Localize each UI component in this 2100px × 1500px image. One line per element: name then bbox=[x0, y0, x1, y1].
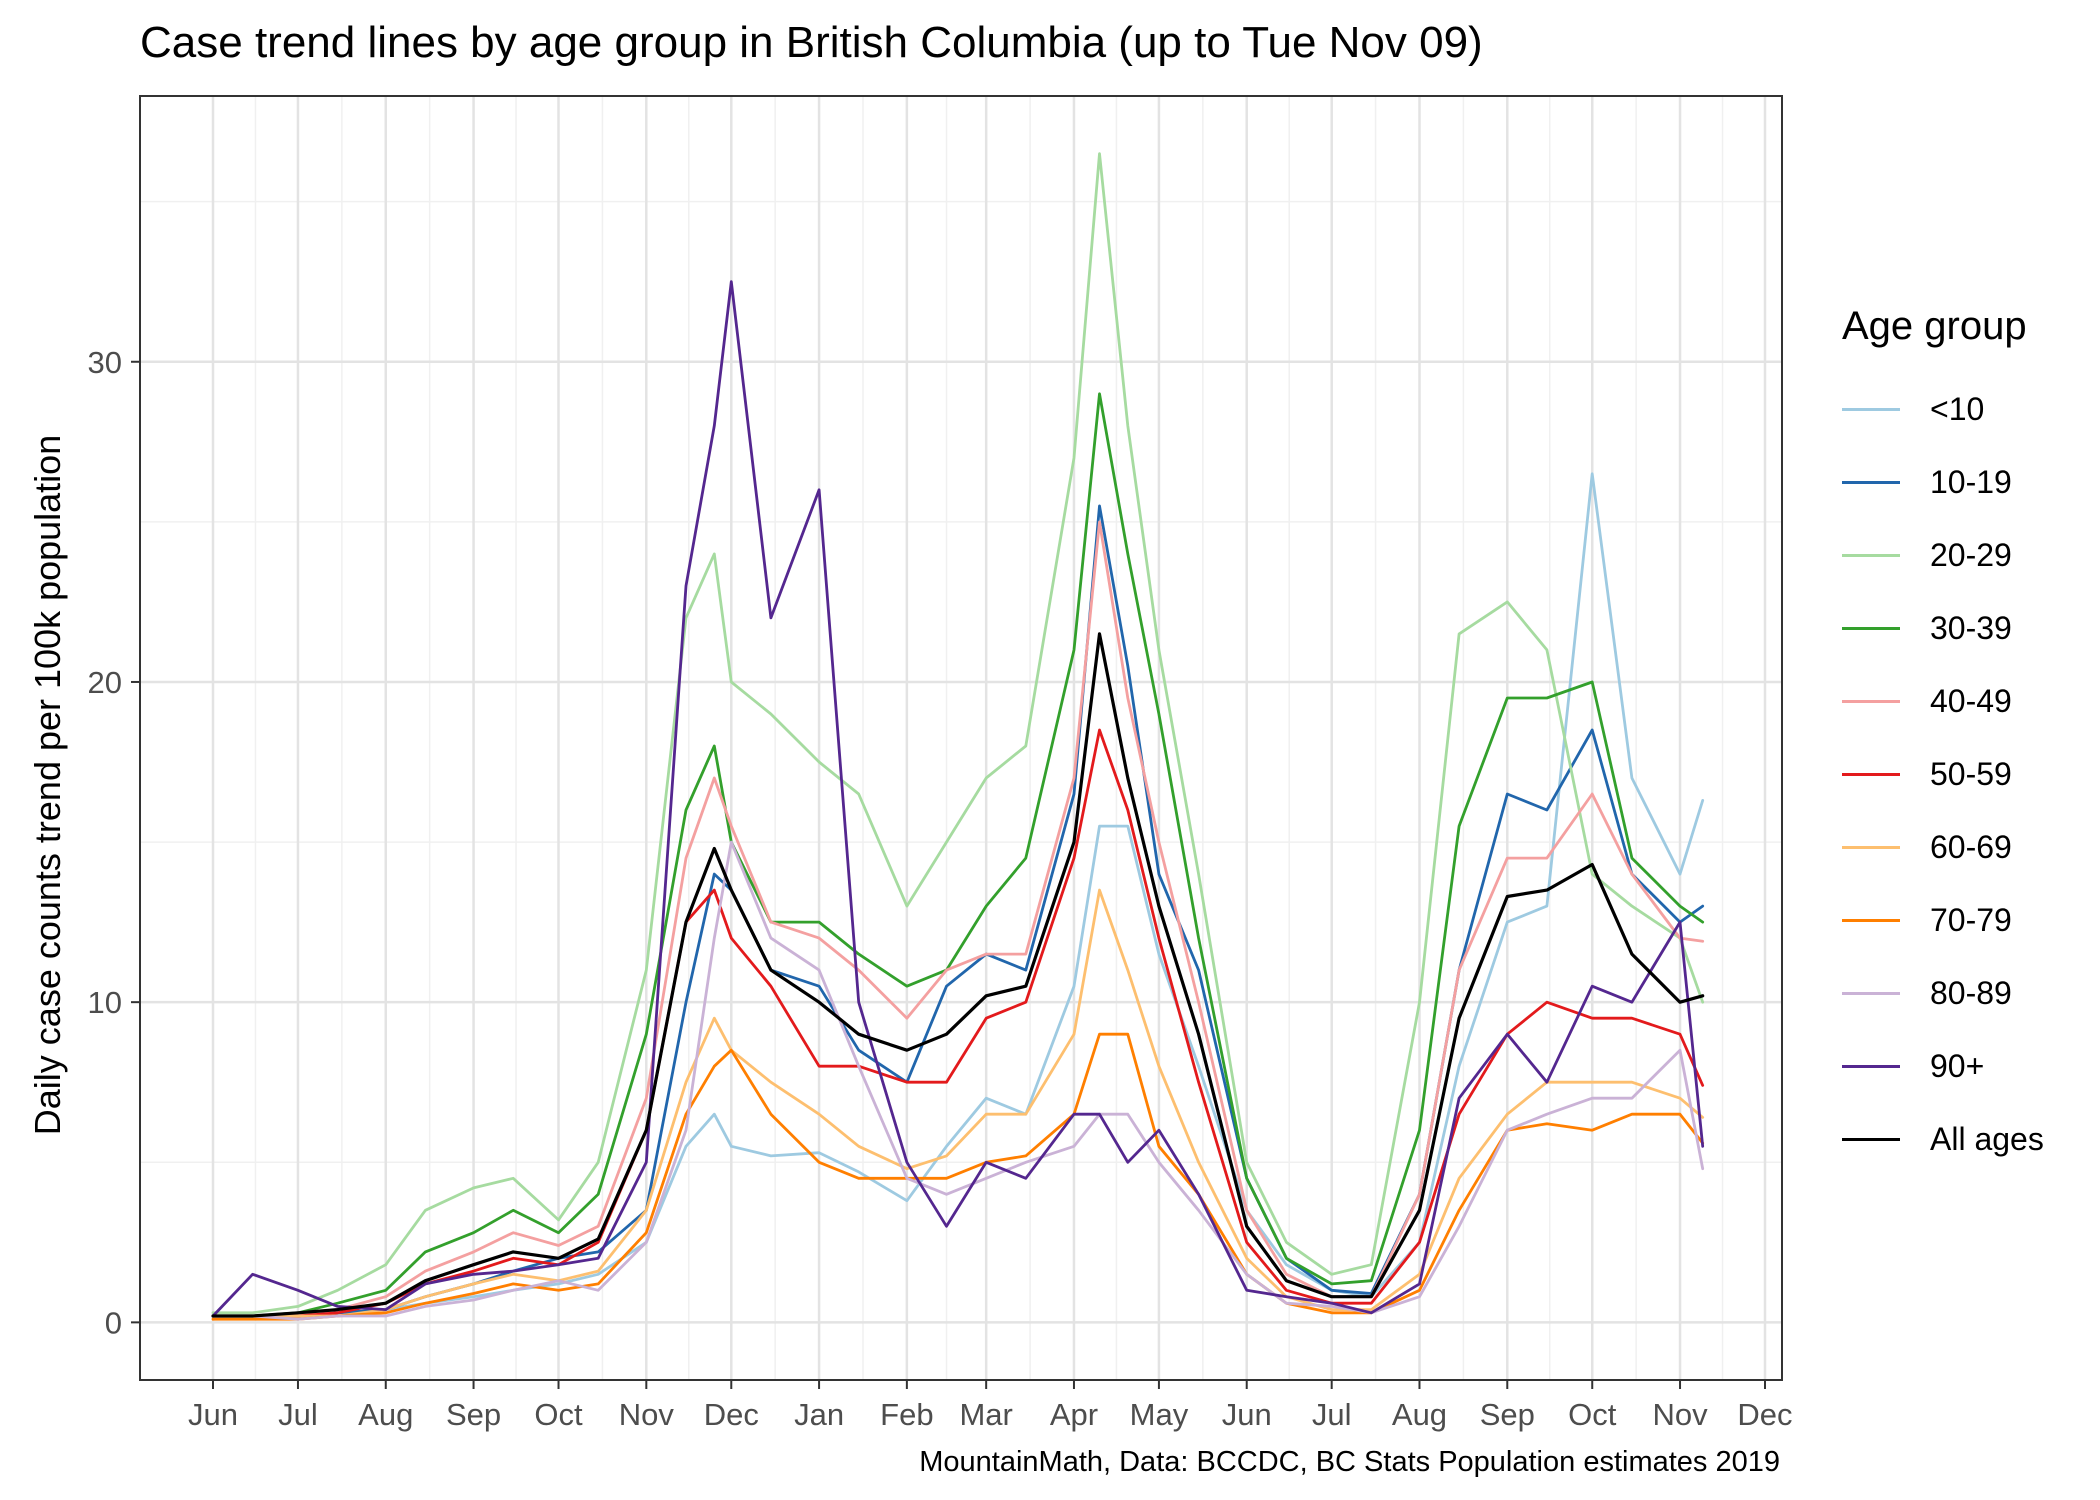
legend-key bbox=[1842, 845, 1900, 849]
legend-label: 50-59 bbox=[1930, 755, 2012, 792]
series-line bbox=[211, 280, 1705, 1318]
grid bbox=[140, 96, 1782, 1380]
legend-item: 80-89 bbox=[1842, 973, 2012, 1013]
series-line bbox=[211, 888, 1705, 1318]
series-line bbox=[211, 520, 1705, 1318]
x-tick-label: Oct bbox=[1568, 1397, 1617, 1432]
series-line bbox=[211, 152, 1705, 1315]
legend-label: 40-49 bbox=[1930, 682, 2012, 719]
legend-key bbox=[1842, 918, 1900, 922]
legend-item: All ages bbox=[1842, 1119, 2044, 1159]
x-tick-label: Dec bbox=[1737, 1397, 1792, 1432]
y-tick-label: 0 bbox=[105, 1305, 122, 1340]
legend-key bbox=[1842, 480, 1900, 484]
chart-title: Case trend lines by age group in British… bbox=[140, 18, 1483, 67]
x-tick-label: Jan bbox=[794, 1397, 844, 1432]
axes: Jun Jul Aug Sep Oct Nov Dec Jan Feb Mar Apr May Jun J… bbox=[88, 345, 1793, 1432]
legend-label: 90+ bbox=[1930, 1047, 1985, 1084]
series-line bbox=[211, 472, 1705, 1318]
x-tick-label: May bbox=[1130, 1397, 1189, 1432]
legend-key bbox=[1842, 772, 1900, 776]
x-tick-label: Nov bbox=[1652, 1397, 1708, 1432]
legend-label: 60-69 bbox=[1930, 828, 2012, 865]
legend-label: <10 bbox=[1930, 390, 1985, 427]
series-lines bbox=[211, 152, 1705, 1321]
x-tick-label: Aug bbox=[358, 1397, 413, 1432]
legend-item: 20-29 bbox=[1842, 535, 2012, 575]
legend-title: Age group bbox=[1842, 304, 2027, 348]
x-tick-label: Aug bbox=[1392, 1397, 1447, 1432]
legend-key bbox=[1842, 407, 1900, 411]
x-tick-label: Feb bbox=[880, 1397, 933, 1432]
x-tick-label: Nov bbox=[619, 1397, 675, 1432]
y-tick-label: 30 bbox=[88, 345, 122, 380]
legend-item: 90+ bbox=[1842, 1046, 1984, 1086]
legend-label: 20-29 bbox=[1930, 536, 2012, 573]
x-tick-label: Sep bbox=[1480, 1397, 1535, 1432]
legend-label: 80-89 bbox=[1930, 974, 2012, 1011]
series-line bbox=[211, 392, 1705, 1318]
y-tick-label: 10 bbox=[88, 985, 122, 1020]
x-tick-label: Jun bbox=[188, 1397, 238, 1432]
y-tick-label: 20 bbox=[88, 665, 122, 700]
legend-key bbox=[1842, 991, 1900, 995]
x-tick-label: Jul bbox=[278, 1397, 318, 1432]
legend-key bbox=[1842, 553, 1900, 557]
legend-label: 10-19 bbox=[1930, 463, 2012, 500]
legend-item: <10 bbox=[1842, 389, 1984, 429]
x-tick-label: Apr bbox=[1050, 1397, 1098, 1432]
x-tick-label: Dec bbox=[704, 1397, 759, 1432]
legend-key bbox=[1842, 1064, 1900, 1068]
legend-item: 70-79 bbox=[1842, 900, 2012, 940]
legend-key bbox=[1842, 626, 1900, 630]
x-tick-label: Jul bbox=[1312, 1397, 1352, 1432]
legend-label: All ages bbox=[1930, 1120, 2044, 1157]
series-line bbox=[211, 840, 1705, 1321]
panel-border bbox=[139, 95, 1783, 1381]
chart-caption: MountainMath, Data: BCCDC, BC Stats Popu… bbox=[919, 1446, 1780, 1478]
x-tick-label: Mar bbox=[959, 1397, 1012, 1432]
legend-label: 30-39 bbox=[1930, 609, 2012, 646]
series-line bbox=[211, 504, 1705, 1318]
legend-label: 70-79 bbox=[1930, 901, 2012, 938]
legend-item: 40-49 bbox=[1842, 681, 2012, 721]
x-tick-label: Oct bbox=[534, 1397, 583, 1432]
legend-item: 30-39 bbox=[1842, 608, 2012, 648]
legend-item: 10-19 bbox=[1842, 462, 2012, 502]
legend-item: 60-69 bbox=[1842, 827, 2012, 867]
legend-key bbox=[1842, 699, 1900, 703]
legend-item: 50-59 bbox=[1842, 754, 2012, 794]
x-tick-label: Sep bbox=[446, 1397, 501, 1432]
series-line bbox=[211, 1032, 1705, 1321]
legend-key bbox=[1842, 1137, 1900, 1141]
x-tick-label: Jun bbox=[1222, 1397, 1272, 1432]
series-line bbox=[211, 632, 1705, 1318]
